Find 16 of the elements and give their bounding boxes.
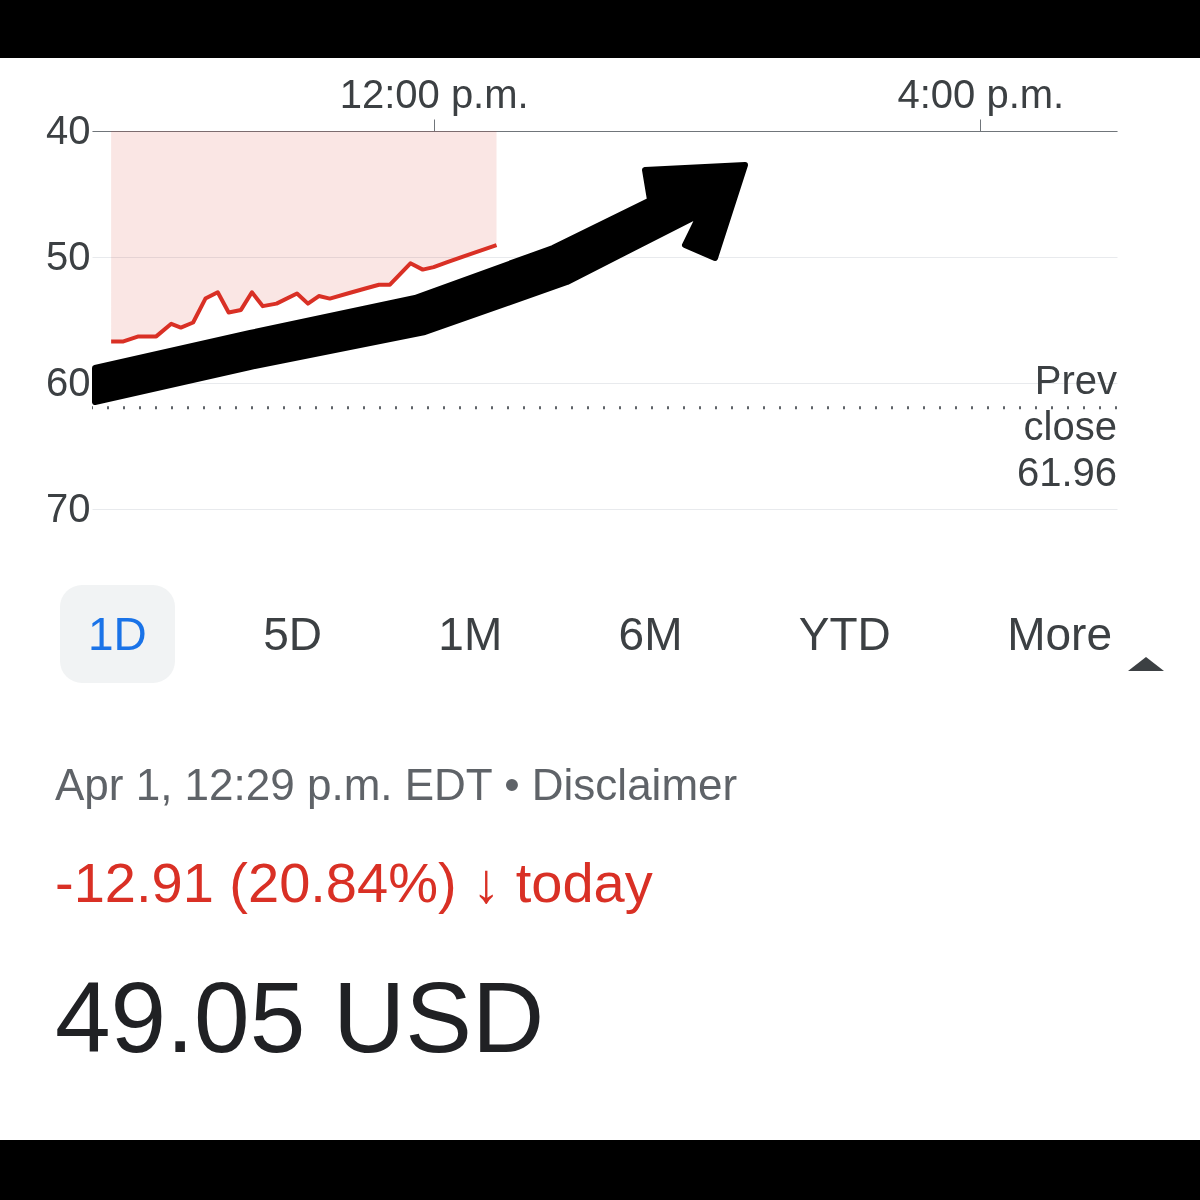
text: 5D [262,607,323,662]
y-tick-label: 40 [46,107,91,152]
y-tick-label: 50 [46,233,91,278]
text: 6M [617,607,684,662]
x-tick-label: 12:00 p.m. [339,71,529,116]
text: -12.91 (20.84%) ↓ today [55,850,653,915]
text: YTD [797,607,892,662]
text: 49.05 USD [55,960,545,1075]
text: Apr 1, 12:29 p.m. EDT • Disclaimer [55,760,738,810]
x-tick-label: 4:00 p.m. [897,71,1065,116]
text: More [1006,607,1113,662]
text: 1D [60,585,175,683]
text: 1M [437,607,504,662]
y-tick-label: 70 [46,485,91,530]
y-tick-label: 60 [46,359,91,404]
ref-line-label: Prev close 61.96 [1016,357,1117,494]
